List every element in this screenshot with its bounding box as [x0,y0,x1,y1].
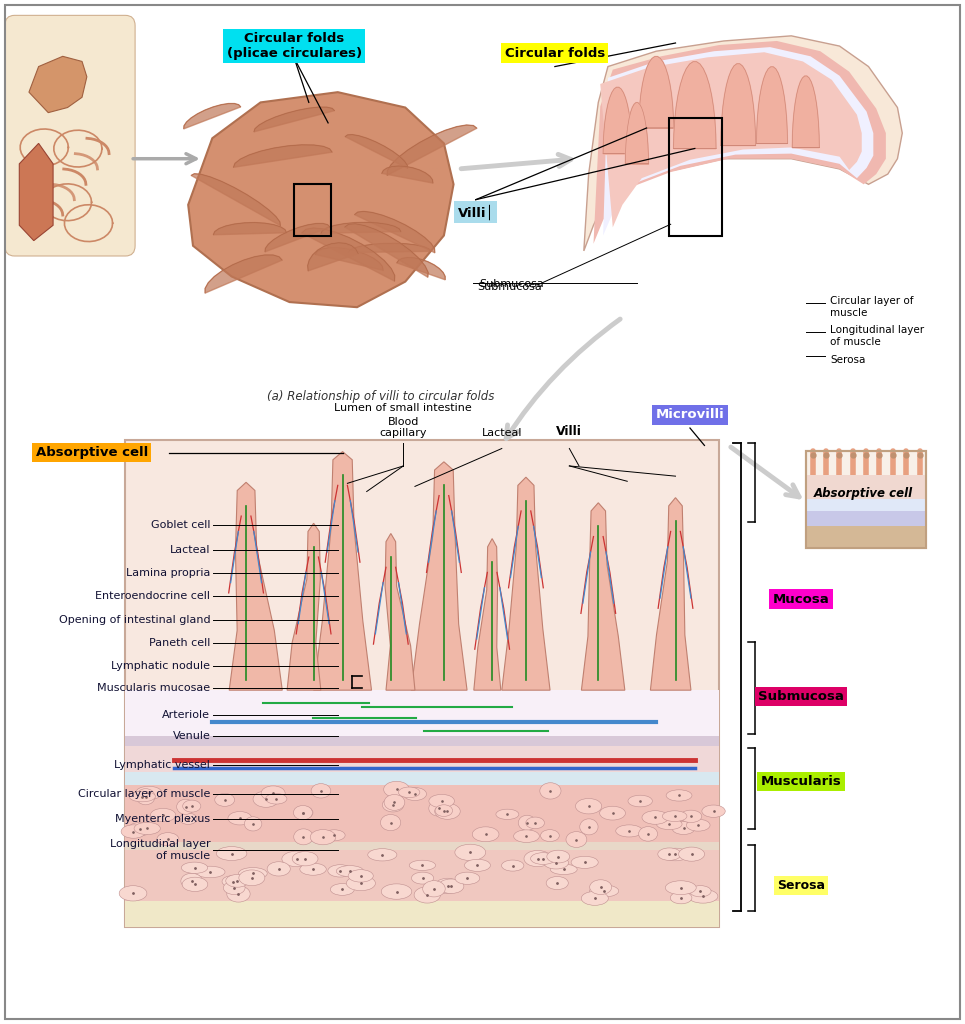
Polygon shape [757,67,787,143]
Polygon shape [234,144,332,167]
FancyBboxPatch shape [125,850,719,901]
Text: Enteroendocrine cell: Enteroendocrine cell [96,591,210,601]
Ellipse shape [665,881,696,895]
Polygon shape [213,222,287,234]
Ellipse shape [428,795,455,808]
Ellipse shape [526,817,544,828]
Ellipse shape [120,886,147,901]
Ellipse shape [244,817,262,830]
Polygon shape [19,143,53,241]
Polygon shape [302,228,395,282]
Ellipse shape [414,887,440,903]
Text: Longitudinal layer
of muscle: Longitudinal layer of muscle [830,325,924,347]
Ellipse shape [282,851,313,866]
Polygon shape [188,92,454,307]
Text: Submucosa: Submucosa [758,690,843,702]
Text: Submucosa: Submucosa [480,279,544,289]
FancyBboxPatch shape [806,475,926,499]
Ellipse shape [428,801,449,816]
Text: Goblet cell: Goblet cell [151,520,210,530]
Ellipse shape [293,806,313,820]
Text: Microvilli: Microvilli [655,409,725,421]
FancyBboxPatch shape [806,500,926,511]
Ellipse shape [129,792,155,802]
Ellipse shape [179,813,197,824]
Text: Arteriole: Arteriole [162,710,210,720]
Text: (a) Relationship of villi to circular folds: (a) Relationship of villi to circular fo… [267,390,495,402]
Polygon shape [603,47,873,236]
Ellipse shape [311,783,331,798]
Ellipse shape [227,886,250,902]
Polygon shape [321,222,400,233]
Ellipse shape [502,860,524,871]
Ellipse shape [539,782,561,799]
Ellipse shape [662,811,687,821]
Ellipse shape [543,857,568,869]
Ellipse shape [262,785,285,801]
Text: Myenteric plexus: Myenteric plexus [115,814,210,824]
Ellipse shape [435,879,460,894]
Ellipse shape [384,795,404,810]
Text: Lamina propria: Lamina propria [126,568,210,579]
Ellipse shape [571,856,598,868]
Polygon shape [206,255,282,293]
Ellipse shape [157,833,179,846]
Bar [669,118,722,236]
Ellipse shape [323,829,345,841]
Polygon shape [387,125,477,175]
Ellipse shape [658,848,681,860]
FancyBboxPatch shape [806,511,926,526]
Text: Venule: Venule [173,731,210,741]
Polygon shape [308,243,358,271]
Ellipse shape [580,819,598,835]
Ellipse shape [180,873,203,889]
Polygon shape [230,482,283,690]
Polygon shape [625,102,648,164]
FancyBboxPatch shape [125,746,719,772]
Text: Muscularis: Muscularis [760,775,841,787]
Polygon shape [639,56,674,128]
Polygon shape [650,498,691,690]
Ellipse shape [135,786,162,800]
Ellipse shape [399,787,420,798]
Ellipse shape [671,892,692,904]
Ellipse shape [513,829,539,843]
Ellipse shape [127,822,152,836]
Ellipse shape [328,864,352,877]
Ellipse shape [181,862,207,873]
Ellipse shape [531,853,556,864]
Ellipse shape [566,831,587,848]
Ellipse shape [239,870,264,886]
Ellipse shape [253,791,279,807]
Polygon shape [314,452,372,690]
Ellipse shape [346,876,375,891]
Polygon shape [254,108,335,132]
Polygon shape [674,61,716,148]
Polygon shape [29,56,87,113]
FancyBboxPatch shape [125,736,719,746]
Text: Circular layer of muscle: Circular layer of muscle [78,788,210,799]
Polygon shape [581,503,625,690]
Ellipse shape [550,864,577,874]
Ellipse shape [455,872,480,885]
Ellipse shape [496,809,519,819]
Polygon shape [345,224,428,278]
Ellipse shape [616,825,643,837]
Ellipse shape [581,891,608,905]
FancyBboxPatch shape [125,440,719,927]
Text: Paneth cell: Paneth cell [149,638,210,648]
Ellipse shape [238,867,267,880]
Polygon shape [600,52,862,227]
FancyBboxPatch shape [125,690,719,736]
Ellipse shape [524,851,551,866]
FancyBboxPatch shape [5,15,135,256]
Ellipse shape [300,863,326,876]
Ellipse shape [702,805,726,817]
Ellipse shape [662,848,689,861]
Ellipse shape [540,829,560,842]
Text: Absorptive cell: Absorptive cell [36,446,148,459]
Ellipse shape [265,794,287,804]
Ellipse shape [348,869,373,882]
Polygon shape [288,523,320,690]
